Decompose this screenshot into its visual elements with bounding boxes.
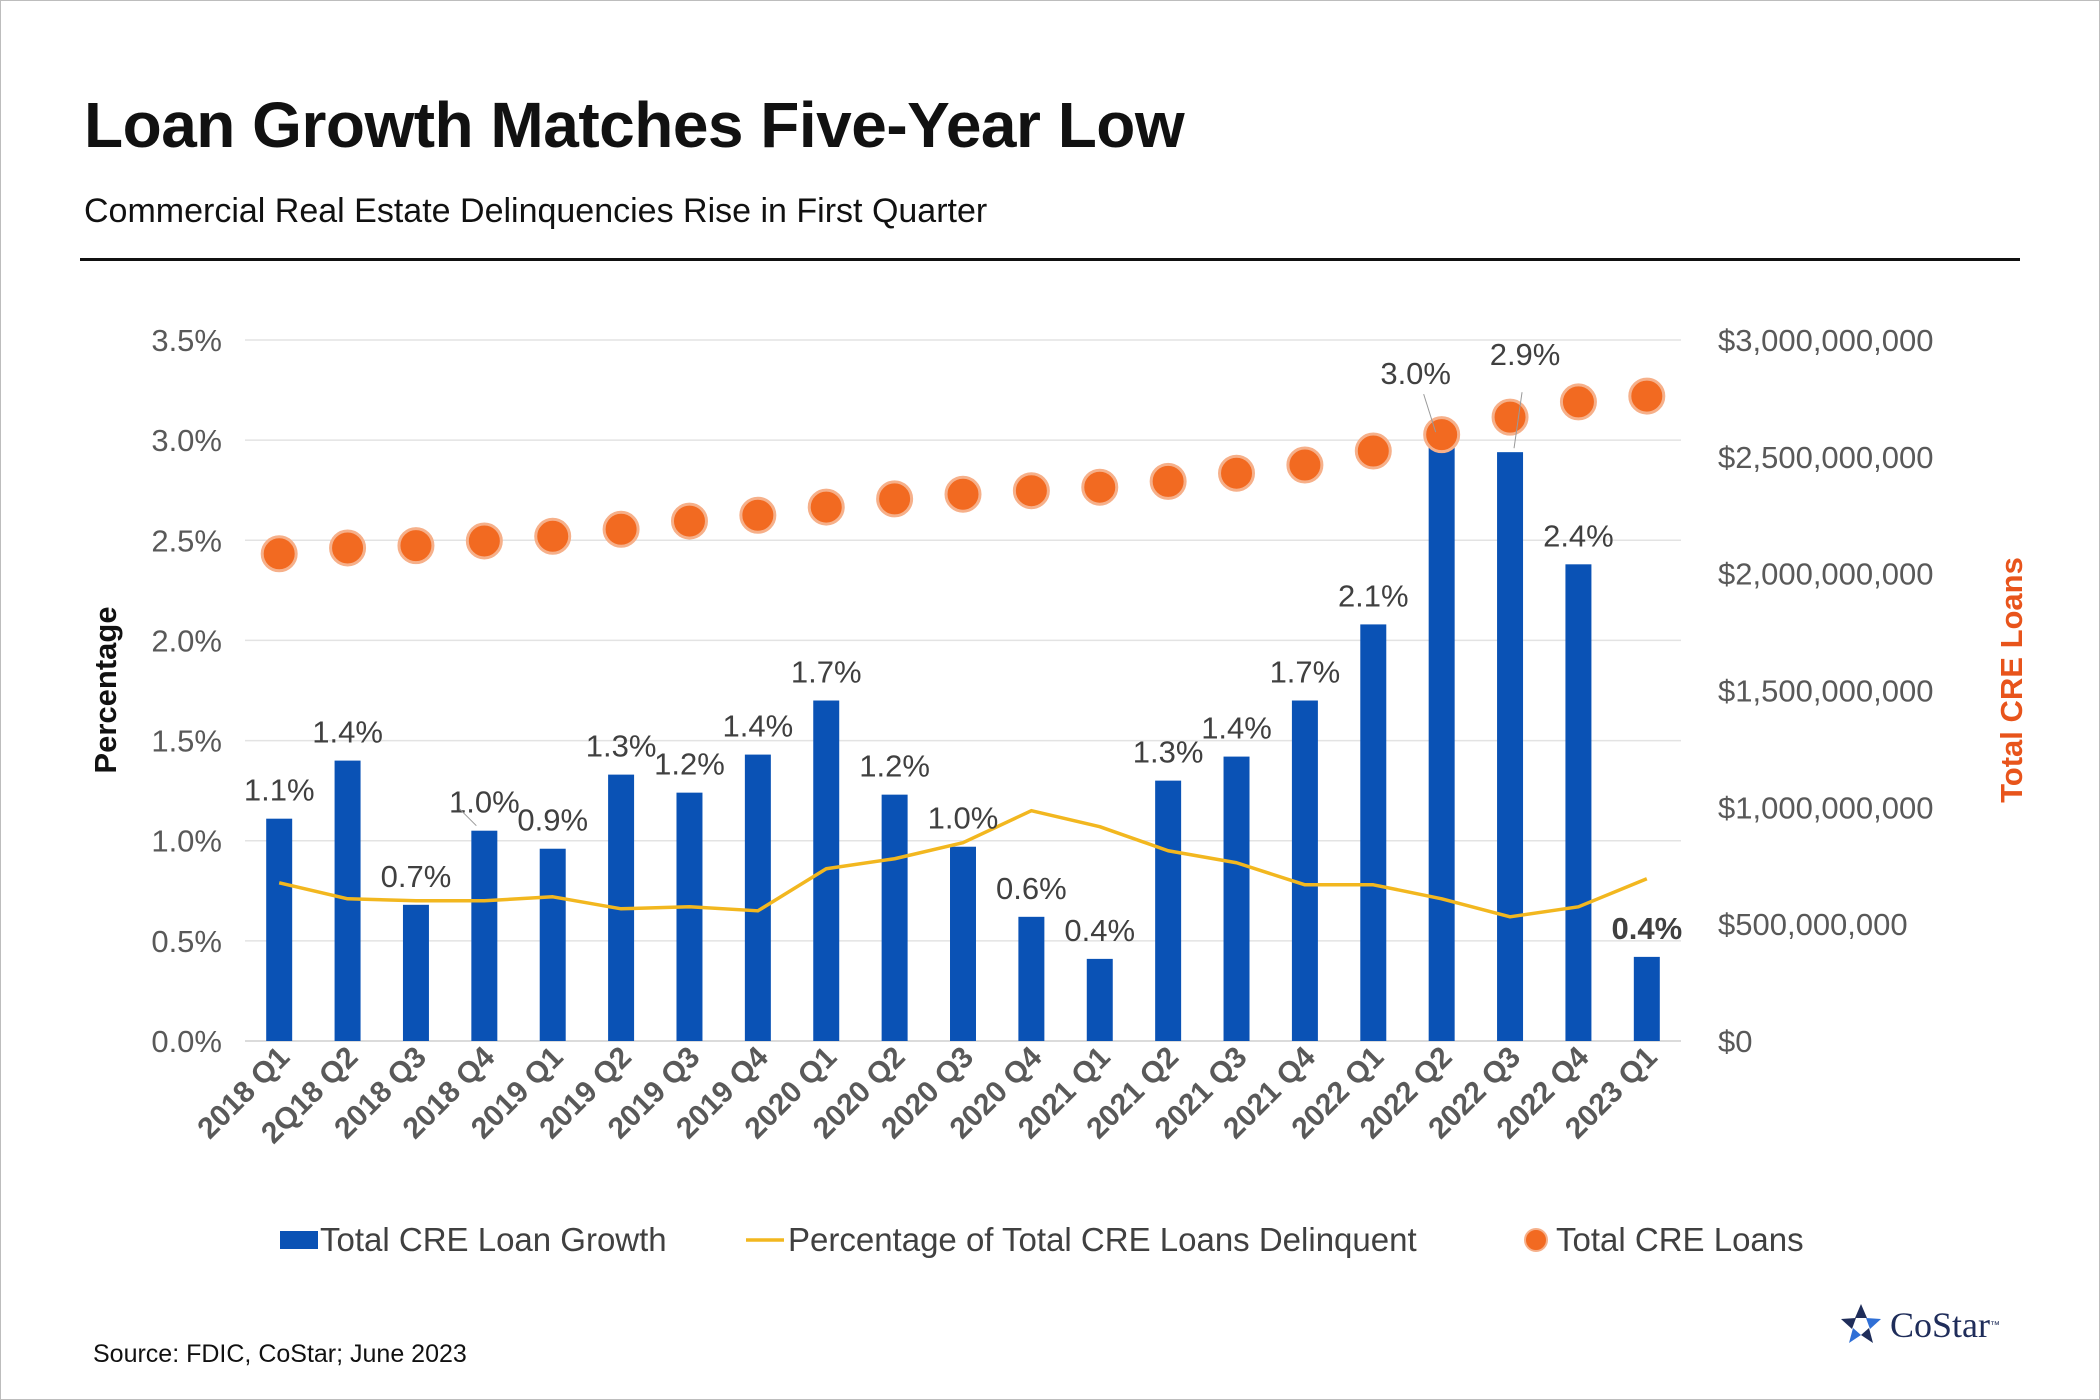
loan-dot xyxy=(807,488,845,526)
loan-dot xyxy=(1559,383,1597,421)
loan-dot xyxy=(465,522,503,560)
label-leader xyxy=(458,808,477,827)
loan-dot xyxy=(1628,377,1666,415)
bar xyxy=(1565,564,1592,1041)
bar-data-label: 1.2% xyxy=(654,747,725,782)
loan-dot xyxy=(1081,468,1119,506)
loan-dot xyxy=(1149,462,1187,500)
source-note: Source: FDIC, CoStar; June 2023 xyxy=(93,1340,467,1368)
bar xyxy=(266,818,293,1041)
bar-data-label: 1.7% xyxy=(791,655,862,690)
loan-dot xyxy=(1491,398,1529,436)
bar xyxy=(1428,436,1455,1041)
y2-tick-label: $2,000,000,000 xyxy=(1718,557,1934,592)
logo-trademark: ™ xyxy=(1990,1319,2001,1331)
loan-dot xyxy=(1286,446,1324,484)
y2-tick-label: $500,000,000 xyxy=(1718,907,1908,942)
y-tick-label: 1.5% xyxy=(151,724,222,759)
label-leader xyxy=(1423,393,1437,433)
loan-dot xyxy=(260,535,298,573)
loan-dot xyxy=(329,529,367,567)
bar-data-label: 0.7% xyxy=(381,859,452,894)
bar xyxy=(539,848,566,1041)
bar-data-label: 1.2% xyxy=(859,749,930,784)
y2-tick-label: $0 xyxy=(1718,1024,1752,1059)
bar-data-label: 1.3% xyxy=(1133,735,1204,770)
loan-dot xyxy=(944,475,982,513)
y-axis-title: Percentage xyxy=(88,606,123,773)
logo-text: CoStar xyxy=(1890,1305,1991,1345)
bar xyxy=(1223,756,1250,1041)
y-tick-label: 0.0% xyxy=(151,1024,222,1059)
bar xyxy=(676,792,703,1041)
label-leader xyxy=(1513,392,1523,449)
bar xyxy=(744,754,771,1041)
title-divider xyxy=(80,258,2020,261)
loan-dot xyxy=(602,510,640,548)
y-tick-label: 3.0% xyxy=(151,423,222,458)
bar xyxy=(471,830,498,1041)
y-tick-label: 2.5% xyxy=(151,523,222,558)
y2-tick-label: $2,500,000,000 xyxy=(1718,440,1934,475)
bar xyxy=(881,794,908,1041)
loan-dot xyxy=(876,480,914,518)
legend-dot-swatch xyxy=(1524,1228,1548,1252)
y-tick-label: 3.5% xyxy=(151,323,222,358)
bar-data-label: 0.6% xyxy=(996,871,1067,906)
bar xyxy=(1086,958,1113,1041)
bar-data-label: 1.4% xyxy=(312,715,383,750)
bar-data-label: 1.3% xyxy=(586,729,657,764)
bar xyxy=(402,904,429,1041)
loan-dot xyxy=(1218,454,1256,492)
legend-bar-swatch xyxy=(280,1231,318,1249)
bar-data-label: 2.4% xyxy=(1543,518,1614,553)
y-tick-label: 2.0% xyxy=(151,623,222,658)
loan-dot xyxy=(397,527,435,565)
bar xyxy=(1155,780,1182,1041)
bar-data-label: 1.4% xyxy=(1201,711,1272,746)
loan-dot xyxy=(1354,432,1392,470)
bar xyxy=(1360,624,1387,1041)
y2-tick-label: $1,000,000,000 xyxy=(1718,790,1934,825)
bar-data-label: 1.4% xyxy=(723,709,794,744)
bar-data-label: 2.1% xyxy=(1338,578,1409,613)
bar-data-label: 1.1% xyxy=(244,773,315,808)
bar-data-label: 0.9% xyxy=(517,803,588,838)
loan-dot xyxy=(739,496,777,534)
bar-data-label: 2.9% xyxy=(1490,337,1561,372)
bar-data-label: 1.0% xyxy=(928,801,999,836)
loan-dot xyxy=(1012,472,1050,510)
costar-star-icon xyxy=(1841,1304,1881,1343)
delinquency-line xyxy=(278,808,1648,919)
chart-title: Loan Growth Matches Five-Year Low xyxy=(84,89,1185,161)
bar-data-label: 1.7% xyxy=(1270,655,1341,690)
legend-label: Total CRE Loans xyxy=(1556,1221,1804,1258)
loan-dot xyxy=(534,517,572,555)
chart-subtitle: Commercial Real Estate Delinquencies Ris… xyxy=(84,192,988,230)
bar-data-label: 3.0% xyxy=(1380,356,1451,391)
bar-data-label: 0.4% xyxy=(1611,911,1682,946)
bar xyxy=(1497,452,1524,1041)
loan-dot xyxy=(1423,416,1461,454)
bar xyxy=(1018,916,1045,1041)
bar-data-label: 0.4% xyxy=(1064,913,1135,948)
bar xyxy=(1633,956,1660,1041)
bar-data-label: 1.0% xyxy=(449,785,520,820)
legend-label: Percentage of Total CRE Loans Delinquent xyxy=(788,1221,1417,1258)
bar xyxy=(950,846,976,1041)
bar xyxy=(1291,700,1318,1041)
y2-tick-label: $1,500,000,000 xyxy=(1718,674,1934,709)
y2-axis-title: Total CRE Loans xyxy=(1994,557,2029,803)
y-tick-label: 1.0% xyxy=(151,824,222,859)
costar-logo: CoStar ™ xyxy=(1838,1302,2000,1348)
y2-tick-label: $3,000,000,000 xyxy=(1718,323,1934,358)
legend-label: Total CRE Loan Growth xyxy=(320,1221,667,1258)
y-tick-label: 0.5% xyxy=(151,924,222,959)
loan-dot xyxy=(670,502,708,540)
